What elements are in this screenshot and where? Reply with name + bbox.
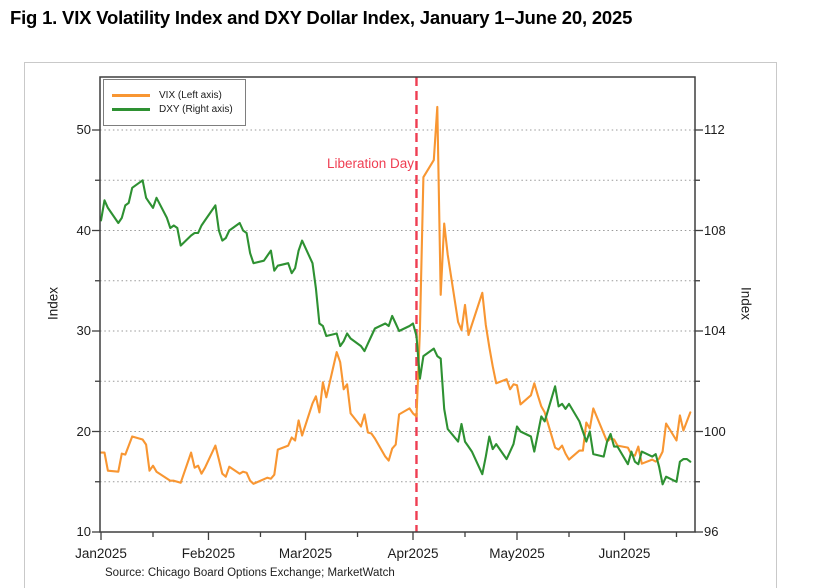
legend-label-vix: VIX (Left axis) (159, 90, 222, 101)
legend-label-dxy: DXY (Right axis) (159, 104, 233, 115)
vix-line-swatch (112, 94, 150, 97)
x-axis-tick-Feb2025: Feb2025 (181, 546, 236, 561)
legend-item-vix: VIX (Left axis) (112, 90, 233, 101)
left-axis-title: Index (45, 286, 61, 321)
right-axis-tick-96: 96 (704, 524, 719, 539)
legend: VIX (Left axis) DXY (Right axis) (103, 79, 246, 126)
left-axis-tick-30: 30 (76, 323, 91, 338)
right-axis-tick-112: 112 (704, 122, 725, 137)
left-axis-tick-10: 10 (76, 524, 91, 539)
right-axis-tick-100: 100 (704, 423, 726, 439)
right-axis-tick-104: 104 (704, 323, 726, 338)
right-axis-title: Index (738, 286, 754, 321)
right-axis-tick-108: 108 (704, 222, 726, 238)
x-axis-tick-May2025: May2025 (489, 546, 545, 561)
left-axis-tick-50: 50 (76, 122, 91, 137)
chart-container (24, 62, 777, 588)
left-axis-tick-20: 20 (76, 423, 91, 439)
figure-title: Fig 1. VIX Volatility Index and DXY Doll… (10, 7, 633, 28)
x-axis-tick-Mar2025: Mar2025 (278, 546, 333, 561)
dxy-line-swatch (112, 108, 150, 111)
legend-item-dxy: DXY (Right axis) (112, 104, 233, 115)
x-axis-tick-Jan2025: Jan2025 (75, 546, 127, 561)
x-axis-tick-Apr2025: Apr2025 (387, 546, 439, 561)
x-axis-tick-Jun2025: Jun2025 (598, 546, 651, 561)
event-annotation-label: Liberation Day (326, 156, 414, 171)
left-axis-tick-40: 40 (76, 222, 91, 238)
source-note: Source: Chicago Board Options Exchange; … (105, 567, 395, 579)
